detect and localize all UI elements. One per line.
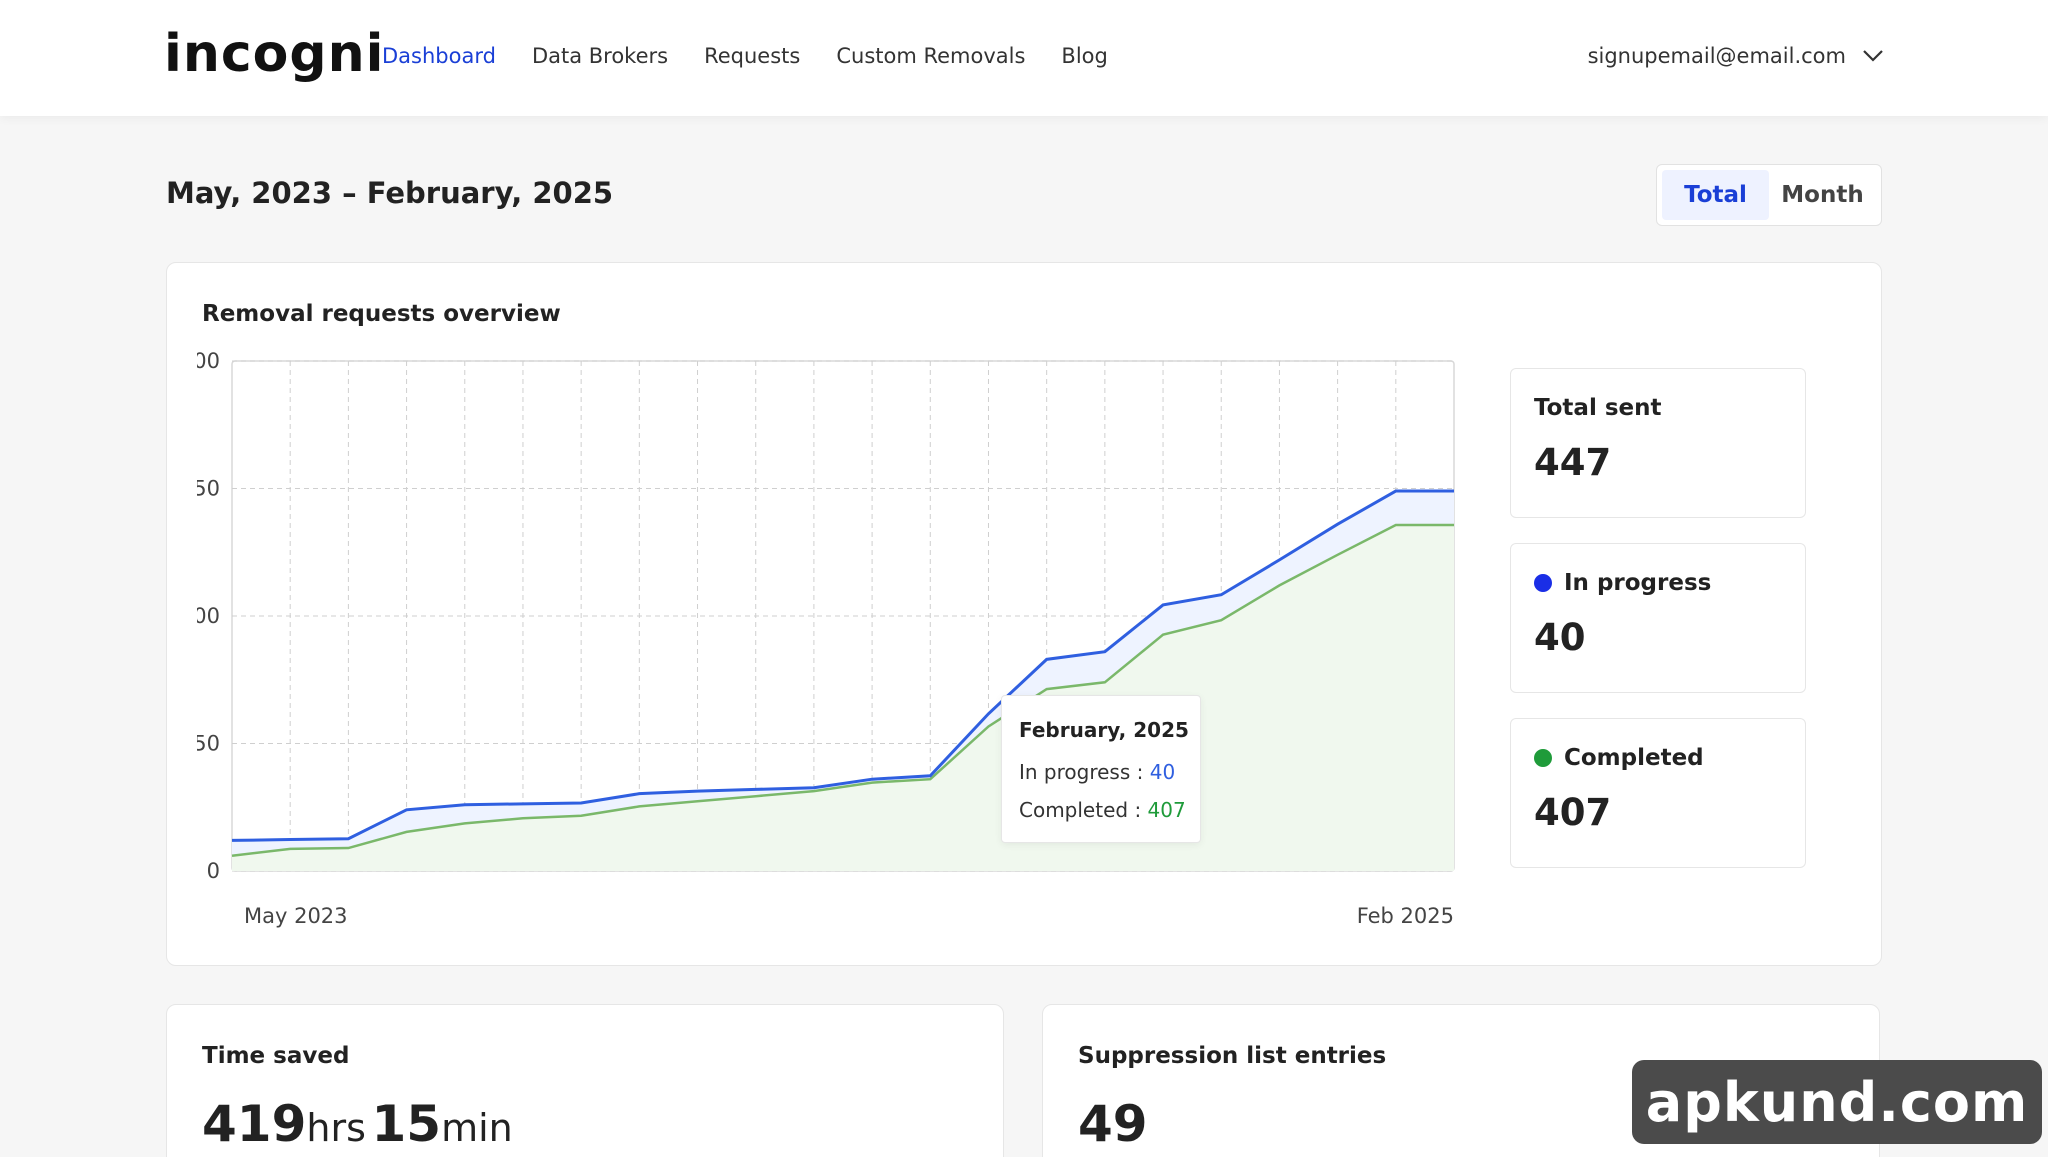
- chevron-down-icon[interactable]: [1862, 49, 1884, 63]
- nav-blog[interactable]: Blog: [1061, 44, 1108, 68]
- stat-label: In progress: [1564, 570, 1712, 596]
- top-navigation-bar: incogni Dashboard Data Brokers Requests …: [0, 0, 2048, 116]
- stat-value: 447: [1534, 441, 1612, 484]
- nav-data-brokers[interactable]: Data Brokers: [531, 44, 669, 68]
- completed-series-line: [231, 523, 1454, 857]
- stat-value: 407: [1534, 791, 1612, 834]
- stat-in-progress: In progress 40: [1510, 543, 1806, 693]
- x-tick-label-start: May 2023: [244, 904, 348, 928]
- tooltip-completed: Completed : 407: [1019, 798, 1186, 822]
- stat-total-sent: Total sent 447: [1510, 368, 1806, 518]
- card-title: Time saved: [202, 1043, 350, 1069]
- tooltip-title: February, 2025: [1019, 718, 1189, 742]
- incogni-logo[interactable]: incogni: [164, 24, 385, 84]
- nav-requests[interactable]: Requests: [704, 44, 801, 68]
- in-progress-dot-icon: [1534, 574, 1552, 592]
- nav-dashboard[interactable]: Dashboard: [382, 44, 496, 68]
- y-tick-label: 0: [207, 859, 220, 883]
- time-saved-card: Time saved 419hrs 15min: [166, 1004, 1004, 1157]
- toggle-total[interactable]: Total: [1662, 170, 1769, 220]
- x-tick-label-end: Feb 2025: [1357, 904, 1454, 928]
- card-title: Removal requests overview: [202, 301, 561, 327]
- stat-value: 40: [1534, 616, 1586, 659]
- main-nav: Dashboard Data Brokers Requests Custom R…: [382, 44, 1144, 68]
- removal-requests-chart: 0 150 300 450 600 May 2023 Feb 2025: [197, 349, 1455, 928]
- stat-label: Total sent: [1534, 395, 1662, 421]
- watermark-logo: apkund.com: [1632, 1060, 2042, 1144]
- account-email[interactable]: signupemail@email.com: [1587, 44, 1846, 68]
- suppression-value: 49: [1078, 1095, 1148, 1153]
- chart-tooltip: February, 2025 In progress : 40 Complete…: [1001, 695, 1201, 843]
- toggle-month[interactable]: Month: [1781, 182, 1864, 208]
- total-sent-series-line: [231, 489, 1454, 842]
- date-range-title: May, 2023 – February, 2025: [166, 176, 614, 210]
- y-tick-label: 150: [197, 732, 220, 756]
- y-tick-label: 600: [197, 349, 220, 373]
- nav-custom-removals[interactable]: Custom Removals: [836, 44, 1026, 68]
- tooltip-in-progress: In progress : 40: [1019, 760, 1176, 784]
- y-tick-label: 300: [197, 604, 220, 628]
- removal-requests-card: Removal requests overview 0 150 300 450 600 M…: [166, 262, 1882, 966]
- y-tick-label: 450: [197, 477, 220, 501]
- stat-label: Completed: [1564, 745, 1704, 771]
- account-menu[interactable]: signupemail@email.com: [1588, 44, 1884, 68]
- completed-dot-icon: [1534, 749, 1552, 767]
- stat-completed: Completed 407: [1510, 718, 1806, 868]
- view-toggle: Total Month: [1656, 164, 1882, 226]
- card-title: Suppression list entries: [1078, 1043, 1387, 1069]
- time-saved-value: 419hrs 15min: [202, 1095, 513, 1153]
